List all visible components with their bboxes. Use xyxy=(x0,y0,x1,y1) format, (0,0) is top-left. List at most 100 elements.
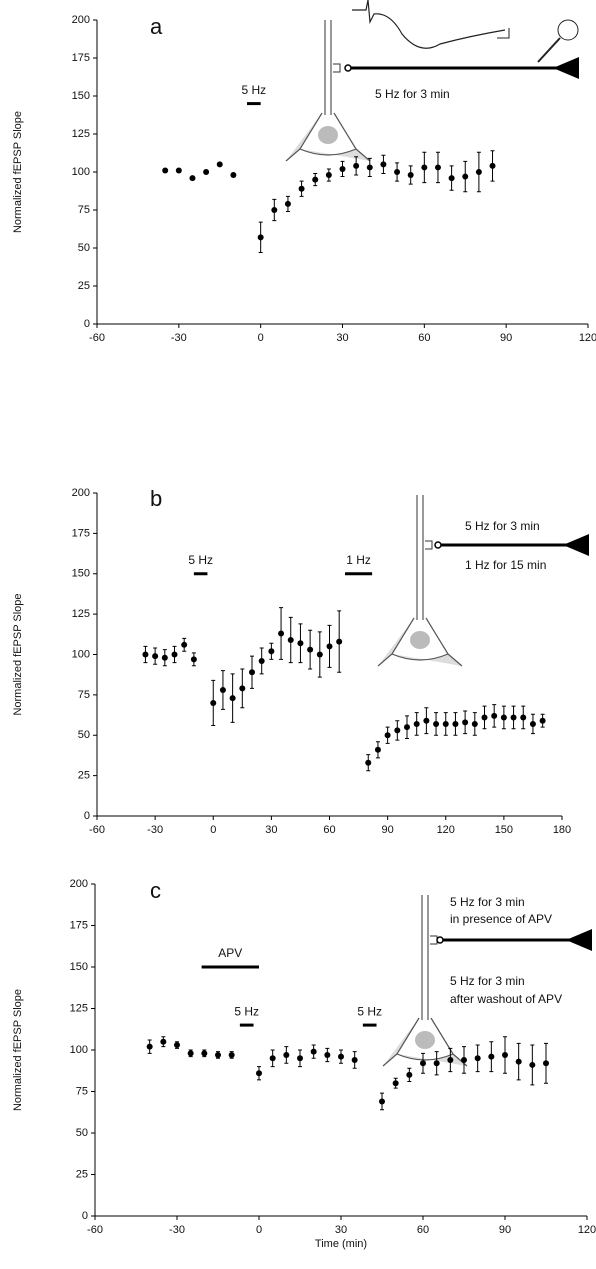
data-point xyxy=(433,720,440,727)
y-tick-label: 75 xyxy=(76,1085,88,1097)
data-point xyxy=(520,714,527,721)
data-point xyxy=(257,234,264,241)
stimulus-label: 1 Hz xyxy=(346,553,371,567)
x-tick-label: 60 xyxy=(417,1224,429,1236)
data-point xyxy=(310,1048,317,1055)
data-point xyxy=(316,651,323,658)
data-point xyxy=(152,653,159,660)
data-point xyxy=(142,651,149,658)
y-tick-label: 100 xyxy=(70,1044,88,1056)
data-point xyxy=(434,164,441,171)
data-point xyxy=(488,1053,495,1060)
x-tick-label: -30 xyxy=(147,824,163,836)
data-point xyxy=(229,695,236,702)
data-point xyxy=(187,1050,194,1057)
data-point xyxy=(365,759,372,766)
x-tick-label: 180 xyxy=(553,824,571,836)
data-point xyxy=(421,164,428,171)
annotation: 5 Hz for 3 min xyxy=(450,974,525,988)
x-tick-label: 120 xyxy=(578,1224,596,1236)
data-point xyxy=(171,651,178,658)
y-tick-label: 50 xyxy=(76,1127,88,1139)
data-point xyxy=(515,1058,522,1065)
panel-letter: a xyxy=(150,14,163,39)
y-axis-label: Normalized fEPSP Slope xyxy=(12,593,24,715)
data-point xyxy=(539,717,546,724)
annotation: 1 Hz for 15 min xyxy=(465,558,546,572)
data-point xyxy=(190,656,197,663)
stimulus-label: 5 Hz xyxy=(357,1004,382,1018)
data-point xyxy=(413,720,420,727)
y-tick-label: 25 xyxy=(76,1168,88,1180)
data-point xyxy=(162,167,169,174)
data-point xyxy=(230,172,237,179)
nucleus xyxy=(318,126,338,144)
y-tick-label: 150 xyxy=(72,90,90,102)
x-tick-label: -30 xyxy=(171,332,187,344)
data-point xyxy=(491,712,498,719)
recording-electrode xyxy=(537,37,561,63)
stimulus-bar xyxy=(239,1023,254,1027)
data-point xyxy=(210,699,217,706)
x-tick-label: 90 xyxy=(500,332,512,344)
x-tick-label: -60 xyxy=(89,332,105,344)
data-point xyxy=(297,640,304,647)
data-point xyxy=(215,1051,221,1058)
data-point xyxy=(268,648,275,655)
data-point xyxy=(175,167,182,174)
data-point xyxy=(502,1051,508,1058)
data-point xyxy=(529,1061,536,1068)
x-tick-label: 120 xyxy=(437,824,455,836)
data-point xyxy=(475,169,482,175)
data-point xyxy=(442,720,449,727)
data-point xyxy=(351,1056,358,1063)
y-tick-label: 100 xyxy=(72,648,90,660)
x-tick-label: -60 xyxy=(87,1224,103,1236)
data-point xyxy=(394,727,401,734)
data-point xyxy=(228,1051,235,1058)
y-tick-label: 175 xyxy=(72,527,90,539)
y-tick-label: 150 xyxy=(70,961,88,973)
synapse xyxy=(430,935,438,945)
data-point xyxy=(271,207,278,213)
y-tick-label: 125 xyxy=(72,608,90,620)
data-point xyxy=(384,732,391,739)
data-point xyxy=(489,162,496,169)
x-axis-label: Time (min) xyxy=(315,1238,367,1250)
y-tick-label: 150 xyxy=(72,568,90,580)
synapse xyxy=(333,63,341,73)
data-point xyxy=(239,685,246,692)
data-point xyxy=(189,175,196,182)
x-tick-label: -30 xyxy=(169,1224,185,1236)
data-point xyxy=(336,638,343,645)
y-axis-label: Normalized fEPSP Slope xyxy=(12,111,24,233)
data-point xyxy=(447,1056,454,1063)
neuron-schematic xyxy=(285,0,579,162)
synapse xyxy=(425,540,433,550)
y-tick-label: 200 xyxy=(70,878,88,890)
data-point xyxy=(500,714,507,721)
stimulus-label: 5 Hz xyxy=(188,553,213,567)
y-tick-label: 75 xyxy=(78,689,90,701)
neuron-schematic xyxy=(377,495,589,667)
y-tick-label: 100 xyxy=(72,166,90,178)
y-tick-label: 25 xyxy=(78,280,90,292)
stimulating-electrode xyxy=(553,57,579,79)
data-point xyxy=(203,169,210,175)
data-point xyxy=(161,654,168,661)
data-point xyxy=(406,1071,413,1078)
x-tick-label: 0 xyxy=(256,1224,262,1236)
stimulus-bar xyxy=(362,1023,377,1027)
data-point xyxy=(404,724,410,731)
stimulus-label: 5 Hz xyxy=(242,83,267,97)
y-tick-label: 0 xyxy=(84,318,90,330)
data-point xyxy=(394,169,401,175)
panel-letter: b xyxy=(150,486,162,511)
data-point xyxy=(283,1051,290,1058)
data-point xyxy=(287,636,294,643)
data-point xyxy=(326,643,333,650)
recording-amp xyxy=(557,19,579,41)
axon-terminal xyxy=(434,541,442,549)
y-tick-label: 0 xyxy=(82,1210,88,1222)
x-tick-label: 90 xyxy=(382,824,394,836)
